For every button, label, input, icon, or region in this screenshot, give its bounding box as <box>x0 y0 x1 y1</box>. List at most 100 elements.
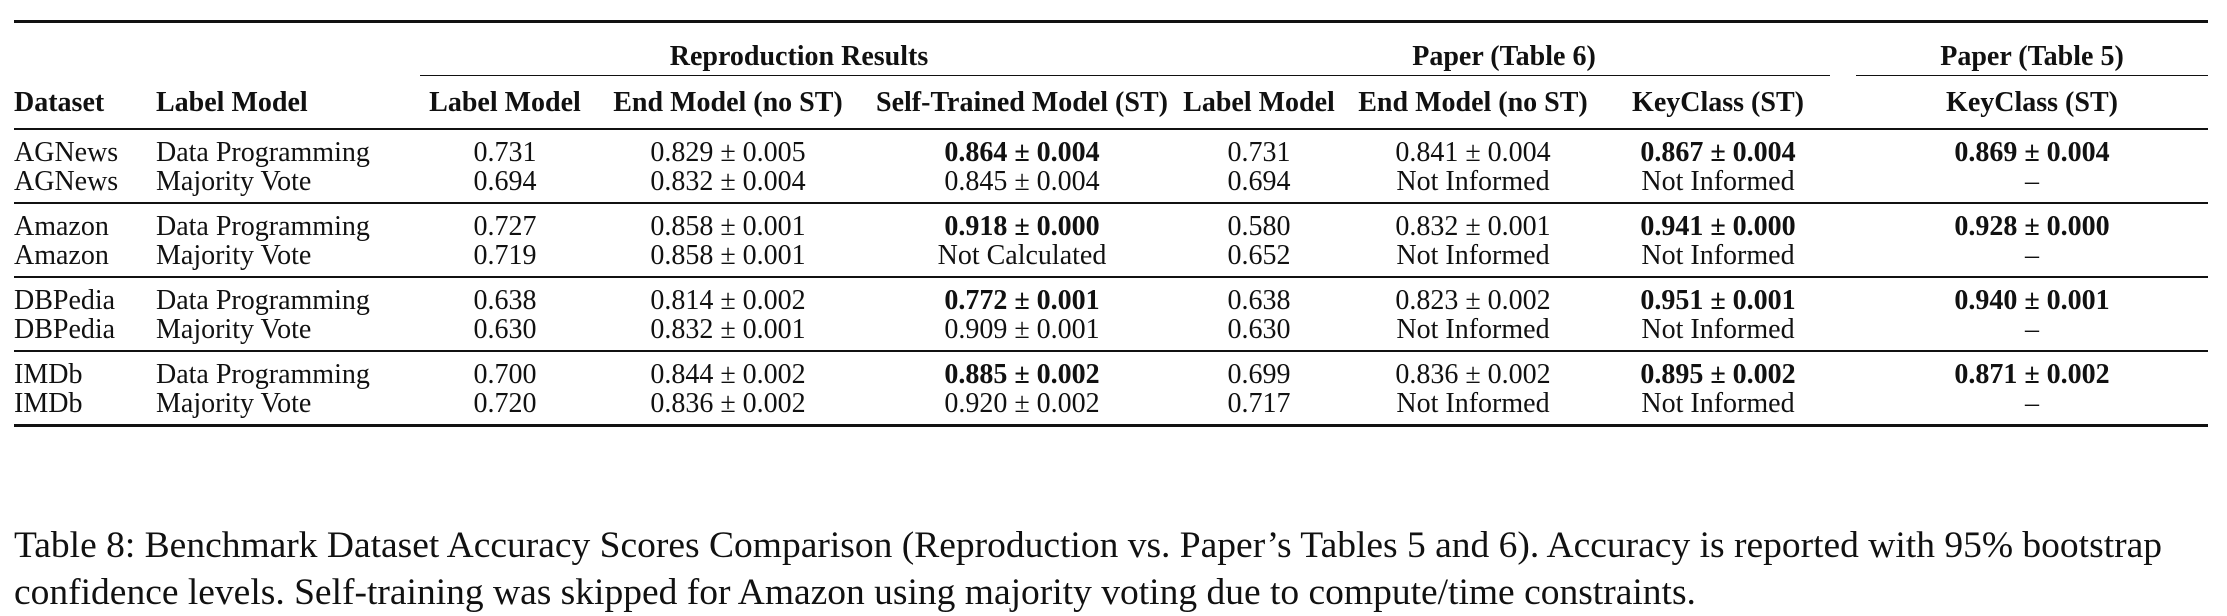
table-row: IMDb Majority Vote 0.720 0.836 ± 0.002 0… <box>14 389 2208 426</box>
table-row: AGNews Majority Vote 0.694 0.832 ± 0.004… <box>14 167 2208 203</box>
cell-p6-label: 0.731 <box>1227 137 1291 168</box>
cell-repro-label: 0.630 <box>473 314 537 345</box>
cell-repro-end: 0.832 ± 0.004 <box>650 166 806 197</box>
cell-repro-end: 0.836 ± 0.002 <box>650 388 806 419</box>
col-header-label-model: Label Model <box>156 86 308 118</box>
cell-p6-label: 0.630 <box>1227 314 1291 345</box>
group-header-reproduction: Reproduction Results <box>669 41 929 72</box>
cell-p5-keyclass: – <box>2025 240 2039 271</box>
cell-dataset: DBPedia <box>14 314 116 345</box>
cell-repro-st: 0.918 ± 0.000 <box>944 211 1100 242</box>
col-header-p6-label-model: Label Model <box>1183 86 1335 118</box>
cell-p6-end: 0.823 ± 0.002 <box>1395 285 1551 316</box>
group-header-paper-table6: Paper (Table 6) <box>1412 41 1596 72</box>
cell-p6-keyclass: Not Informed <box>1641 314 1795 345</box>
cell-p6-label: 0.652 <box>1227 240 1291 271</box>
reproduction-underline <box>420 75 590 76</box>
cell-dataset: IMDb <box>14 359 83 390</box>
cell-repro-end: 0.844 ± 0.002 <box>650 359 806 390</box>
cell-dataset: IMDb <box>14 388 83 419</box>
cell-repro-label: 0.700 <box>473 359 537 390</box>
table-row: DBPedia Majority Vote 0.630 0.832 ± 0.00… <box>14 315 2208 351</box>
cell-repro-label: 0.727 <box>473 211 537 242</box>
cell-dataset: Amazon <box>14 211 109 242</box>
cell-p5-keyclass: 0.869 ± 0.004 <box>1954 137 2110 168</box>
cell-p6-keyclass: 0.895 ± 0.002 <box>1640 359 1796 390</box>
cell-p6-end: 0.832 ± 0.001 <box>1395 211 1551 242</box>
cell-p5-keyclass: – <box>2025 314 2039 345</box>
cell-repro-label: 0.694 <box>473 166 537 197</box>
table-row: IMDb Data Programming 0.700 0.844 ± 0.00… <box>14 352 2208 389</box>
cell-label-model: Data Programming <box>156 211 370 242</box>
cell-dataset: Amazon <box>14 240 109 271</box>
cell-p6-label: 0.699 <box>1227 359 1291 390</box>
cell-label-model: Data Programming <box>156 285 370 316</box>
group-header-paper-table5: Paper (Table 5) <box>1940 41 2124 72</box>
cell-p6-keyclass: Not Informed <box>1641 388 1795 419</box>
cell-repro-label: 0.720 <box>473 388 537 419</box>
cell-p6-keyclass: Not Informed <box>1641 240 1795 271</box>
cell-repro-end: 0.858 ± 0.001 <box>650 240 806 271</box>
cell-dataset: DBPedia <box>14 285 116 316</box>
cell-label-model: Majority Vote <box>156 240 312 271</box>
cell-p5-keyclass: – <box>2025 388 2039 419</box>
cell-repro-st: 0.920 ± 0.002 <box>944 388 1100 419</box>
cell-p5-keyclass: – <box>2025 166 2039 197</box>
column-header-row: Dataset Label Model Label Model End Mode… <box>14 76 2208 129</box>
cell-p6-label: 0.580 <box>1227 211 1291 242</box>
cell-p6-end: Not Informed <box>1396 388 1550 419</box>
col-header-p6-keyclass: KeyClass (ST) <box>1632 86 1804 118</box>
cell-p5-keyclass: 0.928 ± 0.000 <box>1954 211 2110 242</box>
col-header-repro-label-model: Label Model <box>429 86 581 118</box>
table-row: Amazon Data Programming 0.727 0.858 ± 0.… <box>14 204 2208 241</box>
cell-p6-keyclass: 0.951 ± 0.001 <box>1640 285 1796 316</box>
cell-dataset: AGNews <box>14 137 119 168</box>
paper6-underline <box>1178 75 1340 76</box>
cell-label-model: Majority Vote <box>156 166 312 197</box>
col-header-p5-keyclass: KeyClass (ST) <box>1946 86 2118 118</box>
cell-repro-end: 0.832 ± 0.001 <box>650 314 806 345</box>
group-header-row: Reproduction Results Paper (Table 6) Pap… <box>14 23 2208 76</box>
cell-p6-end: 0.841 ± 0.004 <box>1395 137 1551 168</box>
cell-p6-label: 0.694 <box>1227 166 1291 197</box>
results-table: Reproduction Results Paper (Table 6) Pap… <box>14 20 2208 428</box>
cell-p6-keyclass: 0.941 ± 0.000 <box>1640 211 1796 242</box>
col-header-p6-end-model: End Model (no ST) <box>1358 86 1588 118</box>
table-row: Amazon Majority Vote 0.719 0.858 ± 0.001… <box>14 241 2208 277</box>
results-table-container: Reproduction Results Paper (Table 6) Pap… <box>14 20 2208 428</box>
cell-repro-st: 0.772 ± 0.001 <box>944 285 1100 316</box>
cell-dataset: AGNews <box>14 166 119 197</box>
cell-repro-label: 0.638 <box>473 285 537 316</box>
cell-p5-keyclass: 0.871 ± 0.002 <box>1954 359 2110 390</box>
cell-repro-end: 0.829 ± 0.005 <box>650 137 806 168</box>
table-row: DBPedia Data Programming 0.638 0.814 ± 0… <box>14 278 2208 315</box>
cell-p6-keyclass: Not Informed <box>1641 166 1795 197</box>
cell-p6-end: Not Informed <box>1396 314 1550 345</box>
cell-repro-end: 0.858 ± 0.001 <box>650 211 806 242</box>
cell-label-model: Majority Vote <box>156 388 312 419</box>
cell-repro-st: Not Calculated <box>937 240 1107 271</box>
col-header-repro-end-model: End Model (no ST) <box>613 86 843 118</box>
cell-label-model: Data Programming <box>156 137 370 168</box>
cell-p6-end: 0.836 ± 0.002 <box>1395 359 1551 390</box>
cell-label-model: Majority Vote <box>156 314 312 345</box>
cell-repro-end: 0.814 ± 0.002 <box>650 285 806 316</box>
cell-p6-end: Not Informed <box>1396 240 1550 271</box>
paper5-underline <box>1856 75 2208 76</box>
cell-repro-label: 0.719 <box>473 240 537 271</box>
cell-label-model: Data Programming <box>156 359 370 390</box>
cell-repro-st: 0.845 ± 0.004 <box>944 166 1100 197</box>
cell-repro-st: 0.864 ± 0.004 <box>944 137 1100 168</box>
cell-repro-label: 0.731 <box>473 137 537 168</box>
col-header-dataset: Dataset <box>14 86 105 118</box>
table-row: AGNews Data Programming 0.731 0.829 ± 0.… <box>14 130 2208 167</box>
group-underline-row <box>14 75 2208 76</box>
table-caption: Table 8: Benchmark Dataset Accuracy Scor… <box>14 524 2162 613</box>
cell-p6-end: Not Informed <box>1396 166 1550 197</box>
cell-p6-keyclass: 0.867 ± 0.004 <box>1640 137 1796 168</box>
cell-p6-label: 0.717 <box>1227 388 1291 419</box>
cell-p6-label: 0.638 <box>1227 285 1291 316</box>
cell-repro-st: 0.885 ± 0.002 <box>944 359 1100 390</box>
col-header-repro-self-trained: Self-Trained Model (ST) <box>876 86 1168 118</box>
cell-p5-keyclass: 0.940 ± 0.001 <box>1954 285 2110 316</box>
